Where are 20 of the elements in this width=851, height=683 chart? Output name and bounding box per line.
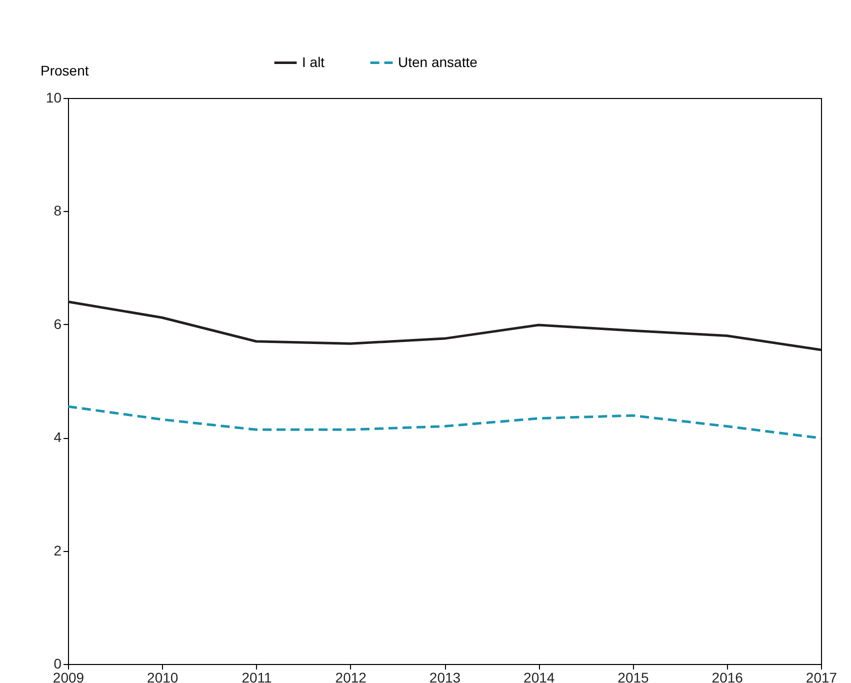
y-tick-label: 6 [54,316,62,332]
x-tick-label: 2011 [242,670,272,683]
x-tick-label: 2012 [335,670,367,683]
y-tick-label: 4 [54,429,62,446]
y-axis-title: Prosent [40,62,89,78]
y-tick-label: 0 [54,656,62,672]
x-tick-label: 2013 [429,670,461,683]
x-tick-label: 2015 [618,670,650,683]
legend-label: Uten ansatte [398,54,478,70]
line-series [66,300,822,352]
line-series [66,405,822,440]
x-tick-label: 2010 [147,670,178,683]
y-tick-label: 8 [54,202,62,219]
legend-label: I alt [302,54,325,70]
x-tick-label: 2016 [712,670,744,683]
x-tick-label: 2014 [524,670,555,683]
y-tick-label: 10 [46,90,62,106]
x-tick-label: 2017 [806,670,838,683]
x-tick-label: 2009 [52,670,84,683]
y-tick-label: 2 [54,542,62,558]
